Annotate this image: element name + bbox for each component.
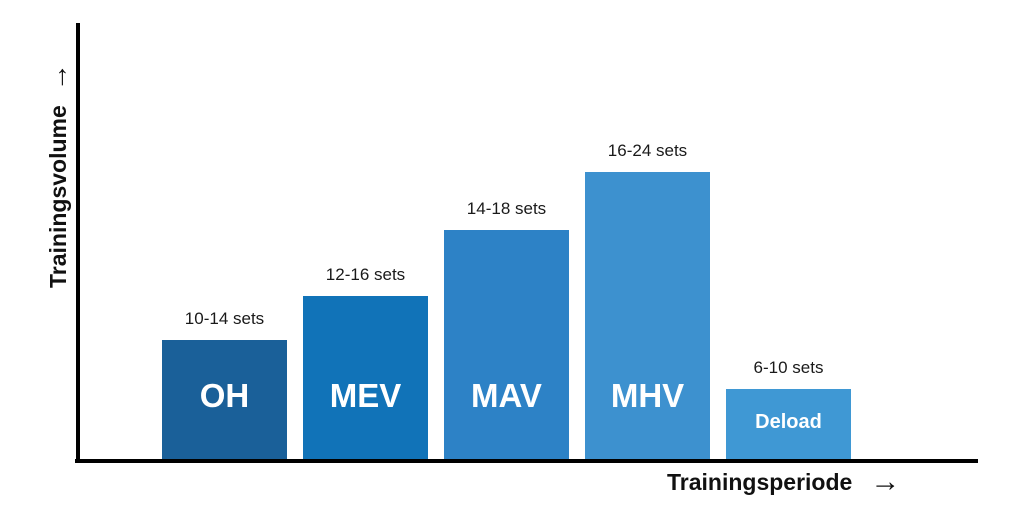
bar-mhv: MHV — [585, 172, 710, 459]
bar-value-label-deload: 6-10 sets — [753, 358, 824, 377]
bar-deload: Deload — [726, 389, 851, 459]
arrow-up-icon: → — [42, 63, 73, 92]
y-axis-title: Trainingsvolume → — [42, 63, 73, 288]
x-axis-title: Trainingsperiode → — [667, 465, 900, 499]
bar-name-mhv: MHV — [610, 377, 685, 414]
arrow-right-icon: → — [870, 465, 901, 498]
y-axis-title-wrap: Trainingsvolume → — [38, 18, 78, 288]
x-axis-line — [75, 459, 978, 463]
bar-value-label-oh: 10-14 sets — [184, 309, 265, 328]
bar-value-label-mhv: 16-24 sets — [607, 141, 688, 160]
bar-name-oh: OH — [199, 377, 250, 414]
bar-name-mev: MEV — [329, 377, 402, 414]
y-axis-line — [76, 23, 80, 463]
y-axis-title-text: Trainingsvolume — [44, 105, 71, 288]
bar-name-deload: Deload — [755, 411, 822, 433]
bar-mav: MAV — [444, 230, 569, 459]
bar-oh: OH — [162, 340, 287, 459]
bar-mev: MEV — [303, 296, 428, 459]
bar-name-mav: MAV — [471, 377, 542, 414]
x-axis-title-text: Trainingsperiode — [667, 468, 853, 495]
bar-value-label-mev: 12-16 sets — [325, 265, 406, 284]
bar-value-label-mav: 14-18 sets — [466, 199, 547, 218]
